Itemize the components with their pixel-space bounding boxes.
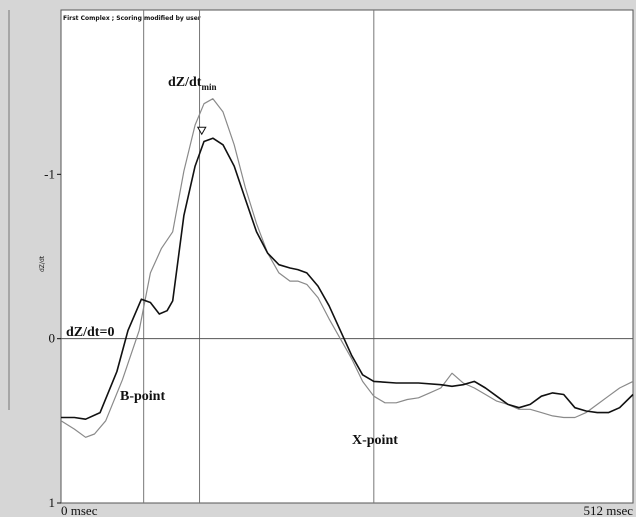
plot-area [60, 9, 634, 504]
annotation-x-point: X-point [352, 433, 398, 448]
y-tick-label-1: 0 [49, 331, 56, 346]
annotation-dzdt-zero: dZ/dt=0 [66, 325, 114, 340]
dzdt-min-marker [196, 126, 207, 136]
annotation-b-point: B-point [120, 389, 165, 404]
x-axis-ticks: 0 msec 512 msec [61, 503, 633, 517]
series-line-1 [60, 98, 634, 438]
series-line-0 [61, 137, 634, 420]
y-tick-label-2: 1 [49, 495, 56, 510]
annotation-dzdt-min: dZ/dtmin [168, 75, 216, 92]
x-tick-label-0: 0 msec [61, 503, 98, 517]
vertical-markers [143, 10, 375, 503]
y-axis-ticks: -1 0 1 [44, 166, 61, 510]
y-axis-label: dZ/dt [39, 255, 46, 272]
y-tick-label-0: -1 [44, 166, 55, 181]
status-header: First Complex ; Scoring modified by user [63, 15, 201, 22]
x-tick-label-1: 512 msec [584, 503, 634, 517]
series-group [60, 98, 634, 438]
